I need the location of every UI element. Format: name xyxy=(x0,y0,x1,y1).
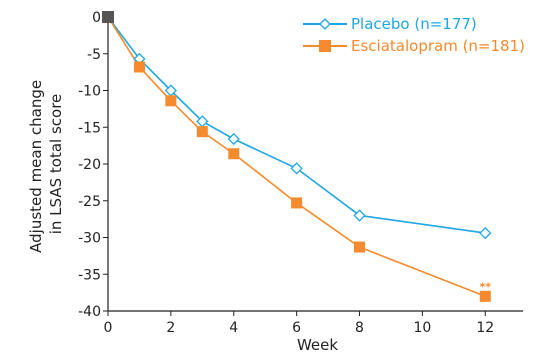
axes xyxy=(107,15,523,312)
y-tick-label: -30 xyxy=(78,231,101,247)
y-tick-label: -25 xyxy=(78,194,101,210)
x-tick-label: 2 xyxy=(166,320,175,336)
significance-annotation: ** xyxy=(480,281,492,294)
y-axis-title-line-2: in LSAS total score xyxy=(47,94,65,235)
data-point-square xyxy=(354,241,366,253)
x-tick-label: 10 xyxy=(413,320,431,336)
x-tick-label: 12 xyxy=(476,320,494,336)
data-point-square xyxy=(133,61,145,73)
data-point-square xyxy=(228,148,240,160)
series-line-2 xyxy=(107,16,486,298)
x-tick-label: 0 xyxy=(104,320,113,336)
data-point-diamond xyxy=(290,162,303,175)
data-point-diamond xyxy=(479,226,492,240)
x-tick-label: 8 xyxy=(355,320,364,336)
x-axis-ticks: 0 2 4 6 8 10 12 xyxy=(104,311,494,336)
legend-label: Esciatalopram (n=181) xyxy=(351,37,525,55)
y-tick-label: -40 xyxy=(78,304,101,320)
y-tick-label: -10 xyxy=(78,84,101,100)
x-tick-label: 6 xyxy=(292,320,301,336)
legend-label: Placebo (n=177) xyxy=(351,15,477,33)
legend: Placebo (n=177) Esciatalopram (n=181) xyxy=(303,15,525,55)
data-point-square xyxy=(196,126,208,138)
data-point-square xyxy=(479,290,491,302)
series-points xyxy=(102,11,492,302)
legend-marker-diamond xyxy=(319,18,331,30)
legend-marker-square xyxy=(319,40,331,52)
data-point-square xyxy=(291,197,303,209)
y-tick-label: 0 xyxy=(92,10,101,26)
x-axis-title: Week xyxy=(297,336,338,354)
annotations: ** xyxy=(480,281,492,294)
start-point-marker xyxy=(102,11,114,23)
data-point-diamond xyxy=(227,132,240,146)
y-tick-label: -35 xyxy=(78,267,101,283)
y-axis-ticks: 0 -5 -10 -15 -20 -25 -30 -35 -40 xyxy=(78,10,108,320)
y-tick-label: -20 xyxy=(78,157,101,173)
legend-item: Esciatalopram (n=181) xyxy=(303,37,525,55)
y-axis-title: Adjusted mean change in LSAS total score xyxy=(27,75,65,253)
data-point-diamond xyxy=(353,209,366,222)
y-axis-title-line-1: Adjusted mean change xyxy=(27,80,45,253)
y-tick-label: -5 xyxy=(87,47,101,63)
x-tick-label: 4 xyxy=(229,320,238,336)
legend-item: Placebo (n=177) xyxy=(303,15,477,33)
data-point-square xyxy=(165,95,177,107)
series-lines xyxy=(107,16,486,298)
y-tick-label: -15 xyxy=(78,120,101,136)
